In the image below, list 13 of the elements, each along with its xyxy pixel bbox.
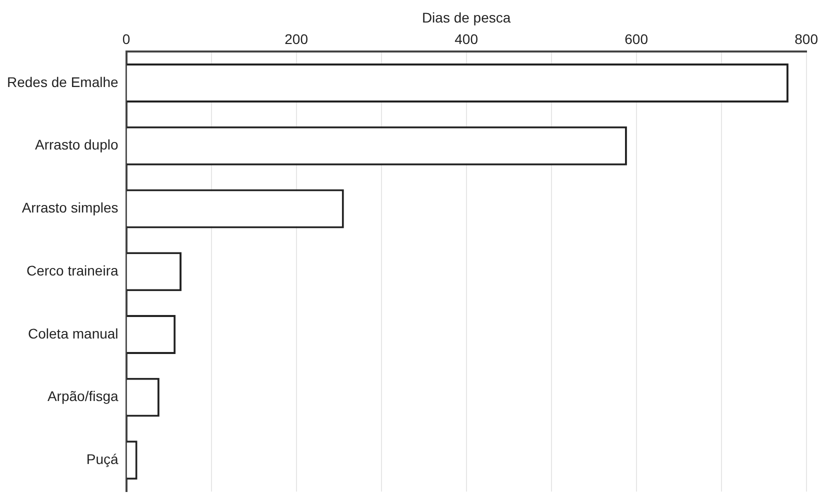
y-tick-label: Cerco traineira — [26, 262, 118, 278]
x-axis-title: Dias de pesca — [422, 9, 511, 26]
x-tick-label: 400 — [454, 31, 478, 48]
y-tick-label: Puçá — [86, 451, 118, 468]
y-tick-label: Arrasto duplo — [35, 136, 118, 153]
y-tick-label: Coleta manual — [28, 325, 118, 342]
x-tick-label: 600 — [624, 31, 648, 48]
x-tick-label: 200 — [284, 31, 308, 48]
y-tick-label: Redes de Emalhe — [6, 74, 118, 90]
x-tick-label: 800 — [794, 31, 818, 48]
y-tick-label: Arpão/fisga — [47, 388, 118, 404]
x-tick-label: 0 — [122, 31, 130, 48]
y-tick-label: Arrasto simples — [22, 200, 118, 216]
